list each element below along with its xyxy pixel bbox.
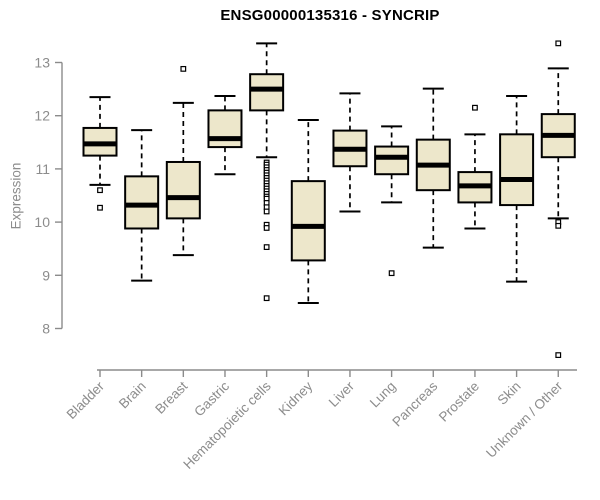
- outlier-point: [555, 222, 562, 229]
- x-axis-label-lung: Lung: [367, 379, 399, 411]
- outlier-point: [263, 225, 270, 231]
- outlier-point: [555, 352, 562, 358]
- boxplot-hematopoietic-cells: [249, 42, 285, 302]
- y-axis-tick-label: 8: [42, 321, 50, 337]
- boxplot-prostate: [457, 104, 493, 230]
- box: [165, 160, 201, 220]
- y-axis-tick-label: 12: [34, 108, 50, 124]
- outlier-point: [263, 208, 270, 215]
- outlier-point: [388, 270, 395, 277]
- x-axis-label-kidney: Kidney: [276, 378, 316, 418]
- y-axis-tick-label: 10: [34, 214, 50, 230]
- outlier-point: [263, 295, 270, 302]
- outlier-point: [97, 204, 103, 211]
- boxplot-gastric: [207, 95, 243, 176]
- boxplot-bladder: [82, 96, 118, 211]
- outlier-point: [263, 244, 270, 251]
- box: [249, 73, 285, 112]
- box: [499, 133, 535, 207]
- x-axis-label-pancreas: Pancreas: [389, 378, 440, 429]
- x-axis-label-gastric: Gastric: [191, 378, 232, 419]
- outlier-point: [180, 65, 187, 72]
- box: [207, 109, 243, 149]
- boxplot-liver: [332, 92, 368, 213]
- boxplot-kidney: [290, 118, 326, 304]
- boxplot-breast: [165, 65, 201, 257]
- chart-title: ENSG00000135316 - SYNCRIP: [220, 7, 440, 24]
- boxplot-lung: [374, 125, 410, 277]
- box: [124, 175, 160, 230]
- boxplot-unknown-other: [540, 40, 576, 358]
- outlier-point: [97, 187, 103, 194]
- x-axis-label-skin: Skin: [495, 379, 524, 408]
- x-axis-label-bladder: Bladder: [64, 378, 108, 422]
- x-axis-label-prostate: Prostate: [436, 379, 482, 425]
- x-axis-label-liver: Liver: [326, 378, 358, 410]
- boxplot-pancreas: [415, 87, 451, 249]
- box: [290, 180, 326, 262]
- box: [374, 145, 410, 176]
- x-axis-label-brain: Brain: [116, 379, 149, 412]
- y-axis-tick-label: 13: [34, 55, 50, 71]
- x-axis-label-unknown-other: Unknown / Other: [483, 378, 566, 461]
- y-axis-tick-label: 11: [35, 161, 50, 177]
- boxplot-brain: [124, 129, 160, 282]
- outlier-point: [555, 40, 562, 47]
- x-axis-label-breast: Breast: [152, 378, 190, 416]
- boxplot-skin: [499, 95, 535, 283]
- y-axis-tick-label: 9: [42, 267, 50, 283]
- outlier-point: [472, 104, 478, 111]
